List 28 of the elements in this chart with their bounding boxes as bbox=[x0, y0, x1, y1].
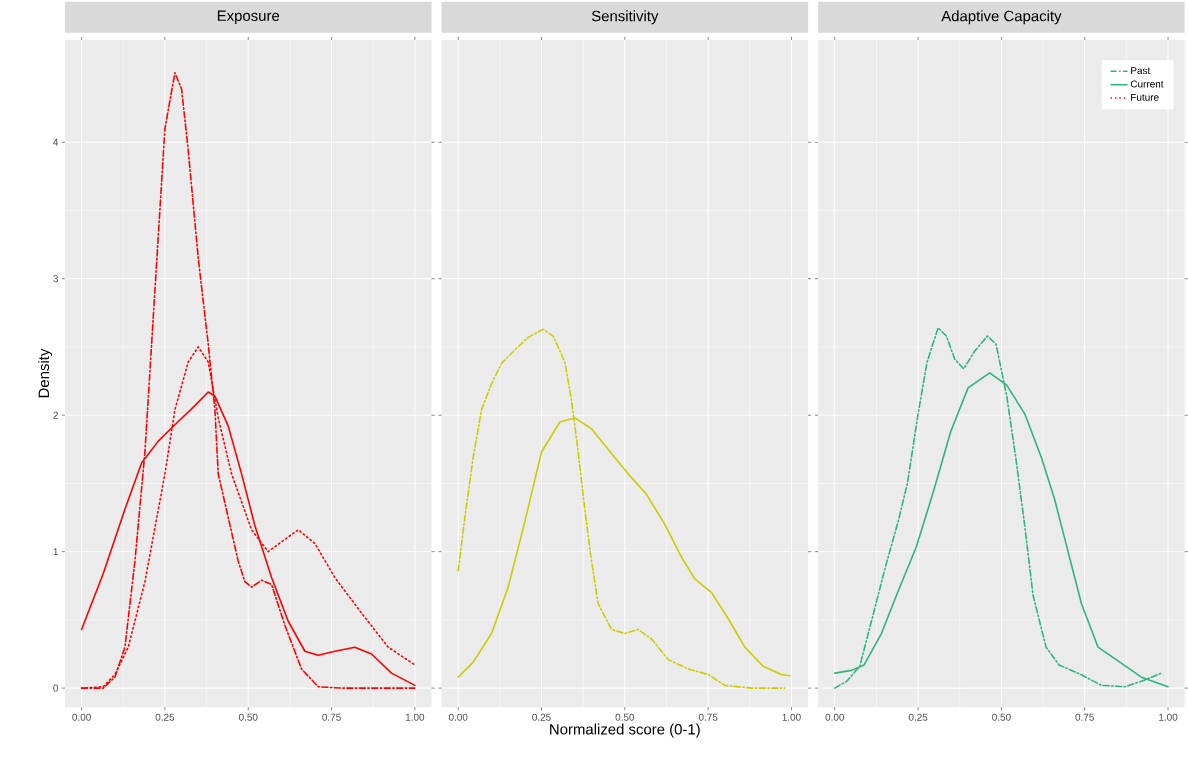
x-tick-label: 0.25 bbox=[155, 713, 175, 721]
y-tick-label: 1 bbox=[53, 548, 58, 556]
chart-title: Sensitivity bbox=[591, 10, 659, 25]
x-tick-label: 0.00 bbox=[72, 713, 91, 721]
y-tick-label: 4 bbox=[53, 138, 59, 146]
y-axis-title: Density bbox=[38, 348, 53, 398]
x-tick-label: 0.25 bbox=[908, 713, 928, 721]
y-tick-label: 2 bbox=[53, 411, 58, 419]
y-tick-label: 3 bbox=[53, 275, 58, 283]
x-tick-label: 0.50 bbox=[615, 713, 635, 721]
x-tick-label: 0.75 bbox=[698, 713, 718, 721]
x-tick-label: 0.75 bbox=[322, 713, 341, 721]
chart-title: Exposure bbox=[217, 10, 280, 24]
x-tick-label: 0.50 bbox=[238, 713, 258, 721]
legend-label: Past bbox=[1131, 67, 1151, 75]
x-tick-label: 1.00 bbox=[782, 713, 801, 721]
x-tick-label: 1.00 bbox=[1159, 713, 1178, 721]
x-tick-label: 0.25 bbox=[532, 713, 551, 721]
y-tick-label: 0 bbox=[53, 684, 59, 692]
x-tick-label: 1.00 bbox=[405, 713, 425, 721]
legend-label: Current bbox=[1130, 80, 1164, 88]
x-axis-title: Normalized score (0-1) bbox=[550, 723, 700, 738]
chart-title: Adaptive Capacity bbox=[941, 10, 1062, 25]
text: Future bbox=[1131, 93, 1159, 101]
x-tick-label: 0.00 bbox=[448, 713, 468, 721]
x-tick-label: 0.00 bbox=[825, 713, 845, 721]
x-tick-label: 0.75 bbox=[1075, 713, 1094, 721]
x-tick-label: 0.50 bbox=[992, 713, 1011, 721]
